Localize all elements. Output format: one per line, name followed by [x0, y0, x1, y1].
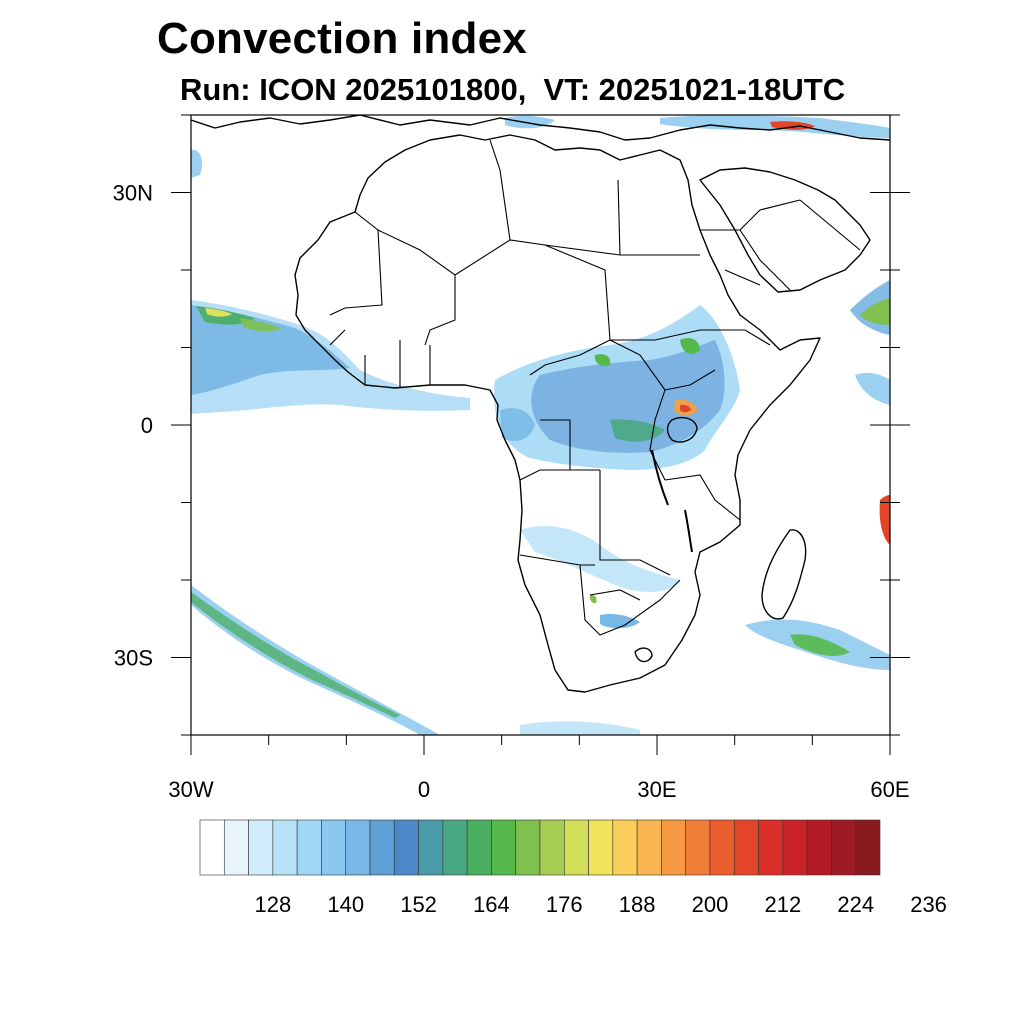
- colorbar-swatch: [733, 819, 759, 876]
- lon-label: 0: [418, 777, 430, 802]
- europe-coastline: [191, 115, 890, 141]
- convection-cell-arabian-sea: [860, 298, 890, 325]
- convection-cell-west-atlantic-3: [240, 318, 282, 332]
- lat-label: 30S: [114, 646, 153, 671]
- convection-area-madagascar-east: [879, 495, 890, 545]
- colorbar-label: 224: [837, 892, 874, 917]
- convection-cell-central-3: [680, 404, 691, 413]
- colorbar-swatch: [515, 819, 541, 876]
- lon-label: 60E: [870, 777, 909, 802]
- convection-band-southwest-atlantic: [191, 585, 440, 735]
- colorbar-swatch: [661, 819, 687, 876]
- colorbar-swatch: [636, 819, 662, 876]
- colorbar-swatch: [539, 819, 565, 876]
- colorbar-swatch: [782, 819, 808, 876]
- colorbar-swatch: [855, 819, 881, 876]
- convection-area-east-indian-ocean: [855, 372, 890, 405]
- axis-labels: 30W 0 30E 60E 30N 0 30S: [113, 181, 910, 803]
- colorbar-swatch: [442, 819, 468, 876]
- colorbar-label: 164: [473, 892, 510, 917]
- colorbar-label: 188: [619, 892, 656, 917]
- colorbar-label: 200: [692, 892, 729, 917]
- colorbar-label: 140: [327, 892, 364, 917]
- convection-area-central-africa-core: [531, 340, 725, 453]
- convection-band-southwest-atlantic-core: [191, 592, 400, 718]
- colorbar: [199, 819, 881, 876]
- colorbar-swatch: [563, 819, 589, 876]
- border-lines: [329, 139, 861, 636]
- convection-area-south-edge: [520, 721, 640, 735]
- lesotho-border: [634, 647, 653, 663]
- colorbar-swatch: [685, 819, 711, 876]
- colorbar-label: 128: [254, 892, 291, 917]
- axis-ticks: [171, 114, 910, 755]
- colorbar-swatch: [466, 819, 492, 876]
- lake-victoria: [666, 416, 698, 443]
- convection-area-west-atlantic-core: [191, 305, 350, 395]
- colorbar-swatch: [321, 819, 347, 876]
- colorbar-label: 152: [400, 892, 437, 917]
- convection-field: [191, 115, 890, 735]
- lake-malawi: [684, 509, 693, 553]
- colorbar-swatch: [831, 819, 857, 876]
- colorbar-swatch: [709, 819, 735, 876]
- colorbar-label: 176: [546, 892, 583, 917]
- convection-area-gabon: [500, 408, 535, 442]
- convection-cell-central-5: [680, 338, 700, 355]
- convection-area-southern-africa-3: [589, 594, 597, 604]
- chart-subtitle: Run: ICON 2025101800, VT: 20251021-18UTC: [180, 72, 846, 107]
- coastlines: [191, 115, 890, 693]
- convection-area-southern-africa-2: [600, 613, 640, 629]
- colorbar-swatch: [369, 819, 395, 876]
- lat-label: 30N: [113, 181, 153, 206]
- colorbar-swatch: [393, 819, 419, 876]
- colorbar-swatch: [806, 819, 832, 876]
- colorbar-labels: 128 140 152 164 176 188 200 212 224 236: [254, 892, 946, 917]
- convection-cell-central-4: [594, 354, 611, 366]
- convection-cell-central-1: [610, 419, 665, 442]
- colorbar-swatch: [199, 819, 225, 876]
- convection-cell-south-indian-ocean: [790, 634, 850, 656]
- colorbar-swatch: [296, 819, 322, 876]
- colorbar-label: 212: [764, 892, 801, 917]
- colorbar-swatch: [418, 819, 444, 876]
- convection-cell-north-east: [770, 121, 815, 130]
- africa-coastline: [294, 134, 821, 693]
- colorbar-swatch: [223, 819, 249, 876]
- lon-label: 30E: [637, 777, 676, 802]
- colorbar-swatch: [588, 819, 614, 876]
- madagascar-coastline: [761, 529, 807, 620]
- country-borders: [329, 139, 861, 636]
- colorbar-label: 236: [910, 892, 947, 917]
- colorbar-swatch: [345, 819, 371, 876]
- lon-label: 30W: [168, 777, 213, 802]
- colorbar-swatch: [272, 819, 298, 876]
- colorbar-swatch: [491, 819, 517, 876]
- lat-label: 0: [141, 413, 153, 438]
- colorbar-swatch: [248, 819, 274, 876]
- convection-area-north-west: [191, 149, 202, 178]
- colorbar-swatch: [612, 819, 638, 876]
- arabia-coastline: [699, 167, 871, 293]
- convection-cell-west-atlantic-2: [205, 308, 232, 317]
- chart-title: Convection index: [157, 14, 527, 63]
- colorbar-swatch: [758, 819, 784, 876]
